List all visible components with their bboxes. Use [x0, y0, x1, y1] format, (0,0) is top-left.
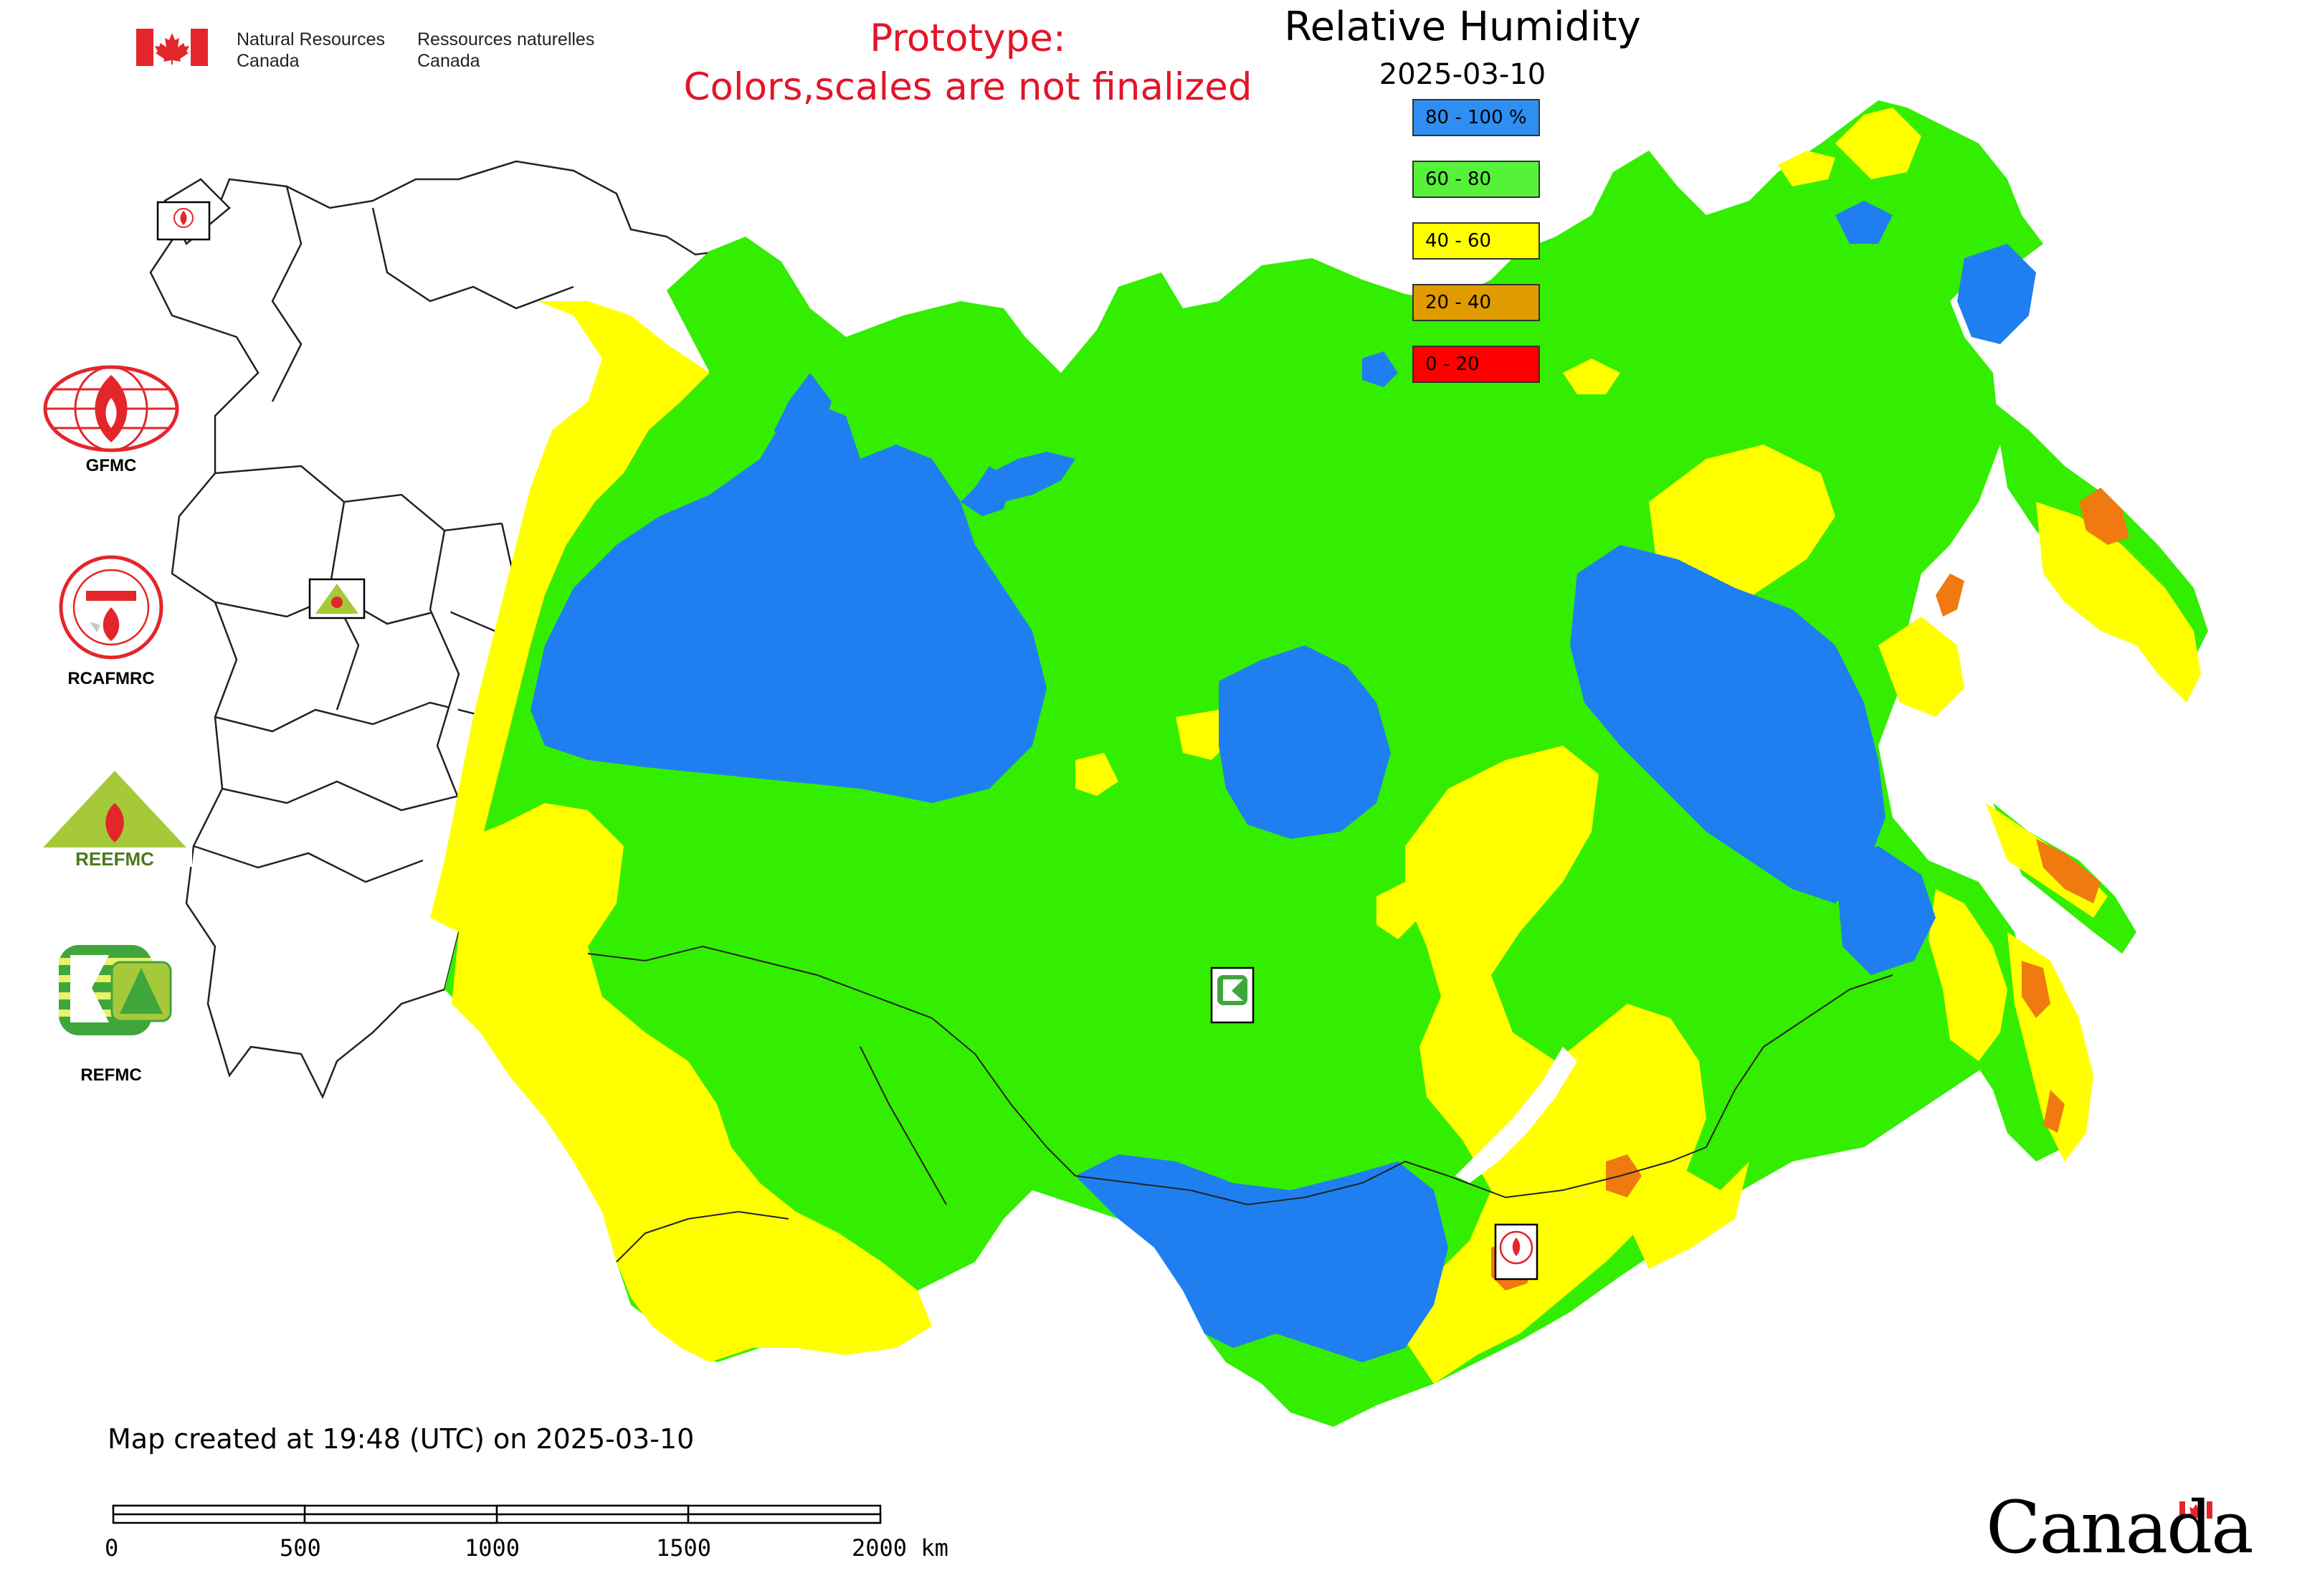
region-40-60	[444, 803, 932, 1362]
gfmc-logo-icon	[43, 365, 179, 452]
humidity-field	[387, 100, 2208, 1427]
region-40-60	[1878, 617, 1964, 717]
gfmc-logo-label: GFMC	[85, 456, 137, 475]
canada-wordmark-flag-icon	[2179, 1501, 2212, 1519]
island-wrangel	[1778, 151, 1835, 186]
region-80-100	[531, 402, 1047, 803]
refmc-logo-label: REFMC	[80, 1065, 142, 1085]
island-taymyr	[1376, 380, 1470, 430]
map-title: Relative Humidity	[1284, 4, 1641, 50]
scale-tick-1000: 1000	[465, 1534, 520, 1562]
region-20-40	[2036, 839, 2101, 903]
refmc-marker-icon	[1210, 966, 1255, 1024]
region-80-100	[1219, 645, 1391, 839]
scale-tick-2000: 2000 km	[852, 1534, 948, 1562]
rcafmrc-logo-label: RCAFMRC	[67, 669, 155, 688]
agency-name-en: Natural Resources Canada	[237, 29, 386, 71]
canada-flag-icon	[136, 29, 208, 66]
caspian-sea	[387, 1004, 473, 1219]
region-80-100	[1957, 244, 2036, 344]
island-new-siberian	[1563, 358, 1620, 394]
region-40-60	[1835, 108, 1921, 179]
svg-text:REEFMC: REEFMC	[75, 848, 154, 868]
island-novaya-zemlya	[961, 452, 1075, 516]
region-80-100	[1570, 545, 1885, 903]
legend-item-0-20: 0 - 20	[1412, 346, 1540, 383]
region-40-60	[430, 301, 710, 932]
reefmc-marker-icon	[308, 578, 366, 619]
region-40-60	[1075, 753, 1118, 796]
region-40-60	[1376, 882, 1419, 939]
legend-item-40-60: 40 - 60	[1412, 222, 1540, 260]
rcafmrc-logo-icon	[59, 555, 163, 660]
legend-item-80-100: 80 - 100 %	[1412, 99, 1540, 136]
lake-baikal	[1455, 1047, 1577, 1183]
region-80-100	[1835, 201, 1893, 244]
scale-tick-0: 0	[105, 1534, 119, 1562]
region-20-40	[2043, 1090, 2065, 1133]
island-severnaya-zemlya	[1276, 323, 1333, 366]
region-40-60	[1928, 889, 2007, 1061]
legend-item-60-80: 60 - 80	[1412, 161, 1540, 198]
region-40-60	[1606, 1162, 1749, 1269]
scale-tick-1500: 1500	[656, 1534, 712, 1562]
canada-wordmark: Canada	[1986, 1486, 2254, 1569]
region-20-40	[1606, 1154, 1642, 1197]
scale-bar	[112, 1504, 882, 1524]
region-40-60	[2036, 502, 2201, 703]
border-lines	[587, 945, 1893, 1263]
region-20-40	[2022, 961, 2050, 1018]
scale-tick-500: 500	[280, 1534, 321, 1562]
prototype-notice: Prototype: Colors,scales are not finaliz…	[683, 16, 1252, 109]
legend-item-20-40: 20 - 40	[1412, 284, 1540, 321]
refmc-logo-icon	[59, 945, 172, 1035]
region-80-100	[774, 373, 832, 466]
gfmc-marker-icon	[156, 201, 211, 241]
region-80-100	[1362, 351, 1398, 387]
region-80-100	[1075, 1154, 1448, 1362]
region-20-40	[2079, 488, 2129, 545]
map-date: 2025-03-10	[1379, 58, 1546, 91]
reefmc-logo-icon: REEFMC	[37, 771, 192, 868]
agency-name-fr: Ressources naturelles Canada	[417, 29, 595, 71]
map-created-timestamp: Map created at 19:48 (UTC) on 2025-03-10	[108, 1423, 695, 1455]
rcafmrc-marker-icon	[1494, 1223, 1538, 1281]
region-20-40	[1936, 574, 1964, 617]
region-80-100	[1835, 846, 1936, 975]
